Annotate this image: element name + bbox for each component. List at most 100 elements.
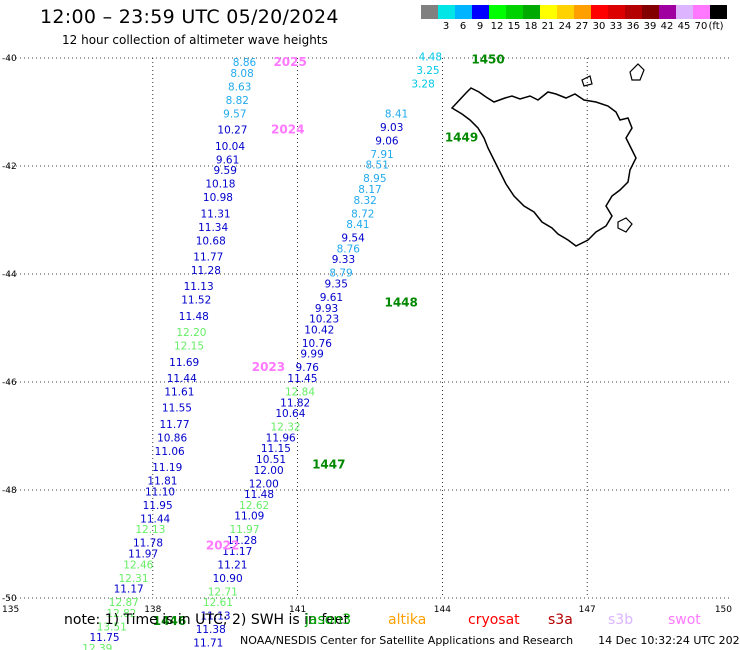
satellite-swot: swot xyxy=(668,612,701,628)
swh-label: 12.00 xyxy=(254,465,284,477)
swh-label: 11.13 xyxy=(201,611,231,623)
swh-label: 11.17 xyxy=(114,584,144,596)
legend-swatch xyxy=(540,5,557,19)
legend-tick-label: 70 xyxy=(694,21,708,32)
swh-label: 11.15 xyxy=(261,443,291,455)
swh-label: 3.28 xyxy=(411,79,434,91)
legend-swatch xyxy=(421,5,438,19)
swh-label: 11.09 xyxy=(234,511,264,523)
pass-time-label: 1447 xyxy=(312,457,345,471)
swh-label: 11.96 xyxy=(266,432,296,444)
legend-tick-label: 30 xyxy=(592,21,606,32)
swh-label: 11.44 xyxy=(167,373,197,385)
swh-label: 8.72 xyxy=(351,208,374,220)
satellite-jason3: jason3 xyxy=(305,612,352,628)
legend-tick-label: 36 xyxy=(626,21,640,32)
swh-label: 8.82 xyxy=(226,95,249,107)
legend-swatch xyxy=(642,5,659,19)
swh-label: 8.95 xyxy=(363,173,386,185)
swh-label: 8.32 xyxy=(353,195,376,207)
pass-time-label: 1449 xyxy=(445,131,478,145)
page-subtitle: 12 hour collection of altimeter wave hei… xyxy=(62,33,328,47)
swh-label: 11.34 xyxy=(198,222,228,234)
y-tick-label: -40 xyxy=(2,54,17,64)
swh-label: 10.51 xyxy=(256,454,286,466)
swh-label: 8.41 xyxy=(385,108,408,120)
swh-label: 8.08 xyxy=(230,68,253,80)
legend-tick-label: 3 xyxy=(442,21,450,32)
swh-label: 11.95 xyxy=(143,500,173,512)
swh-label: 9.59 xyxy=(214,165,237,177)
swh-label: 11.45 xyxy=(287,373,317,385)
swh-label: 12.87 xyxy=(109,597,139,609)
swh-label: 9.54 xyxy=(341,233,365,245)
y-tick-label: -42 xyxy=(2,162,17,172)
swh-label: 8.79 xyxy=(329,268,352,280)
satellite-s3b: s3b xyxy=(608,612,634,628)
x-tick-label: 150 xyxy=(715,605,732,615)
legend-tick-label: 45 xyxy=(677,21,691,32)
swh-label: 11.38 xyxy=(196,624,226,636)
swh-label: 9.06 xyxy=(375,135,399,147)
legend-unit: (ft) xyxy=(708,21,724,32)
legend-tick-label: 12 xyxy=(490,21,504,32)
swh-label: 12.71 xyxy=(208,586,238,598)
swh-label: 7.91 xyxy=(370,149,393,161)
swh-label: 11.10 xyxy=(145,486,175,498)
legend-swatch xyxy=(676,5,693,19)
swh-label: 10.18 xyxy=(205,179,235,191)
swh-label: 9.33 xyxy=(332,254,355,266)
x-tick-label: 135 xyxy=(2,605,19,615)
satellite-altika: altika xyxy=(388,612,427,628)
swh-label: 9.99 xyxy=(300,349,323,361)
swh-label: 12.61 xyxy=(203,597,233,609)
swh-label: 10.04 xyxy=(215,141,245,153)
page-title: 12:00 – 23:59 UTC 05/20/2024 xyxy=(40,6,339,28)
pass-year-label: 2025 xyxy=(273,55,306,69)
swh-label: 10.23 xyxy=(309,314,339,326)
swh-label: 8.17 xyxy=(358,184,381,196)
swh-label: 8.41 xyxy=(346,219,369,231)
legend-tick-label: 6 xyxy=(459,21,467,32)
swh-label: 12.31 xyxy=(118,573,148,585)
pass-year-label: 2024 xyxy=(271,123,304,137)
swh-label: 11.06 xyxy=(155,446,185,458)
swh-label: 10.42 xyxy=(304,324,334,336)
swh-label: 12.32 xyxy=(271,422,301,434)
legend-tick-label: 42 xyxy=(660,21,674,32)
swh-label: 4.48 xyxy=(419,52,442,64)
swh-label: 10.64 xyxy=(275,408,305,420)
swh-label: 11.75 xyxy=(90,632,120,644)
swh-label: 10.90 xyxy=(213,573,243,585)
legend-swatch xyxy=(625,5,642,19)
swh-label: 11.69 xyxy=(169,357,199,369)
swh-label: 11.81 xyxy=(147,476,177,488)
swh-label: 9.61 xyxy=(216,154,239,166)
legend-tick-label: 21 xyxy=(541,21,555,32)
credit-timestamp: 14 Dec 10:32:24 UTC 2024 xyxy=(598,634,740,647)
y-tick-label: -44 xyxy=(2,270,17,280)
legend-tick-label: 39 xyxy=(643,21,657,32)
pass-time-label: 1448 xyxy=(384,295,417,309)
swh-label: 12.39 xyxy=(82,643,112,650)
swh-label: 12.15 xyxy=(174,341,204,353)
legend-swatch xyxy=(608,5,625,19)
legend-swatch xyxy=(455,5,472,19)
legend-tick-label: 18 xyxy=(524,21,538,32)
chart-axes: 135 138 141 144 147 150 -40 -42 -44 -46 -48 -50 xyxy=(2,54,732,615)
swh-label: 11.97 xyxy=(229,524,259,536)
swh-label: 11.77 xyxy=(159,419,189,431)
legend-swatch xyxy=(659,5,676,19)
swh-label: 11.78 xyxy=(133,538,163,550)
legend-swatch xyxy=(523,5,540,19)
x-tick-label: 144 xyxy=(434,605,451,615)
tasmania-coastline xyxy=(450,63,645,247)
swh-label: 11.44 xyxy=(140,513,170,525)
swh-label: 12.62 xyxy=(239,500,269,512)
legend-swatch xyxy=(693,5,710,19)
swh-label: 11.28 xyxy=(191,265,221,277)
swh-label: 11.77 xyxy=(193,252,223,264)
legend-tick-label: 33 xyxy=(609,21,623,32)
